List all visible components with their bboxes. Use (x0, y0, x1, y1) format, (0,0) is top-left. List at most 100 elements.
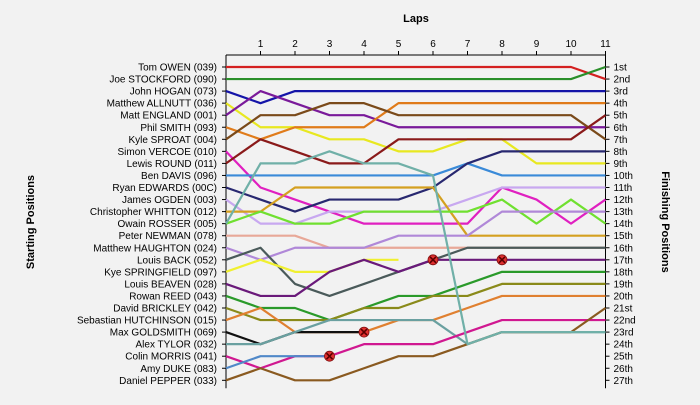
series-line-kyle-sproat-004 (225, 102, 607, 141)
series-line-colin-morris-041 (225, 318, 606, 370)
series-line-matt-england-001 (225, 89, 606, 129)
retirement-marker (496, 254, 508, 266)
finish-label-26: 26th (614, 364, 633, 375)
series-line-joe-stockford-090 (226, 65, 606, 81)
finish-label-24: 24th (614, 340, 633, 351)
lap-label-11: 11 (600, 39, 611, 50)
start-label-max-goldsmith-069: Max GOLDSMITH (069) (110, 328, 217, 339)
finish-label-16: 16th (614, 243, 633, 254)
start-label-christopher-whitton-012: Christopher WHITTON (012) (90, 207, 217, 218)
start-label-owain-rosser-005: Owain ROSSER (005) (118, 219, 217, 230)
start-label-alex-tylor-032: Alex TYLOR (032) (135, 340, 217, 351)
finish-label-25: 25th (614, 352, 633, 363)
series-line-christopher-whitton-012 (226, 186, 606, 237)
start-label-sebastian-hutchinson-015: Sebastian HUTCHINSON (015) (77, 316, 217, 327)
finish-label-5: 5th (614, 111, 628, 122)
start-label-louis-back-052: Louis BACK (052) (137, 255, 217, 266)
start-label-matt-england-001: Matt ENGLAND (001) (120, 111, 217, 122)
finish-label-11: 11th (614, 183, 633, 194)
start-label-kye-springfield-097: Kye SPRINGFIELD (097) (104, 267, 217, 278)
finish-label-15: 15th (614, 231, 633, 242)
finish-label-10: 10th (614, 171, 633, 182)
start-label-james-ogden-003: James OGDEN (003) (122, 195, 217, 206)
finish-label-21: 21st (614, 304, 633, 315)
lap-label-4: 4 (361, 39, 367, 50)
finish-label-23: 23rd (614, 328, 634, 339)
series-line-unlabelled-27 (225, 150, 606, 346)
starting-position-labels: Tom OWEN (039)Joe STOCKFORD (090)John HO… (77, 63, 217, 387)
finish-label-19: 19th (614, 279, 633, 290)
series-line-lewis-round-011 (225, 114, 607, 165)
series-lines (225, 65, 607, 382)
series-line-matthew-allnutt-036 (225, 102, 606, 165)
finish-label-14: 14th (614, 219, 633, 230)
start-label-daniel-pepper-033: Daniel PEPPER (033) (119, 376, 217, 387)
retirement-marker-cross (325, 352, 334, 360)
series-line-ryan-edwards-00c (225, 150, 606, 213)
start-label-joe-stockford-090: Joe STOCKFORD (090) (109, 75, 217, 86)
series-line-john-hogan-073 (225, 89, 606, 105)
series-line-simon-vercoe-010 (225, 150, 607, 225)
start-label-kyle-sproat-004: Kyle SPROAT (004) (128, 135, 217, 146)
retirement-markers (324, 254, 508, 362)
finish-label-9: 9th (614, 159, 628, 170)
lap-tick-labels: 1 2 3 4 5 6 7 8 9 10 11 (258, 39, 611, 50)
series-line-david-brickley-042 (225, 282, 606, 322)
series-line-louis-beaven-028 (225, 258, 606, 298)
series-line-kye-springfield-097 (225, 258, 399, 273)
finish-label-4: 4th (614, 99, 628, 110)
lap-label-1: 1 (258, 39, 264, 50)
series-line-amy-duke-083 (225, 355, 330, 370)
retirement-marker (358, 326, 370, 338)
retirement-marker (324, 350, 335, 362)
finish-label-27: 27th (614, 376, 633, 387)
chart-title: Laps (403, 13, 429, 25)
lap-label-8: 8 (499, 39, 505, 50)
start-label-peter-newman-078: Peter NEWMAN (078) (119, 231, 217, 242)
start-label-matthew-haughton-024: Matthew HAUGHTON (024) (93, 243, 217, 254)
finish-label-17: 17th (614, 255, 633, 266)
lap-label-2: 2 (292, 39, 298, 50)
finish-label-3: 3rd (614, 87, 628, 98)
finish-label-6: 6th (614, 123, 628, 134)
start-label-ben-davis-096: Ben DAVIS (096) (141, 171, 217, 182)
series-line-matthew-haughton-024 (225, 210, 606, 261)
finish-label-20: 20th (614, 291, 633, 302)
start-label-amy-duke-083: Amy DUKE (083) (140, 364, 217, 375)
start-label-matthew-allnutt-036: Matthew ALLNUTT (036) (107, 99, 217, 110)
series-line-tom-owen-039 (226, 65, 606, 81)
start-label-colin-morris-041: Colin MORRIS (041) (125, 352, 217, 363)
lap-label-5: 5 (396, 39, 402, 50)
start-label-david-brickley-042: David BRICKLEY (042) (113, 304, 217, 315)
lap-label-3: 3 (327, 39, 333, 50)
finish-label-8: 8th (614, 147, 628, 158)
retirement-marker-cross (360, 328, 368, 336)
lap-label-10: 10 (565, 39, 577, 50)
left-axis-title: Starting Positions (25, 175, 37, 269)
retirement-marker (427, 254, 439, 266)
finish-label-1: 1st (614, 63, 628, 74)
start-label-john-hogan-073: John HOGAN (073) (130, 87, 217, 98)
start-label-lewis-round-011: Lewis ROUND (011) (127, 159, 217, 170)
series-line-ben-davis-096 (226, 162, 606, 177)
finish-label-13: 13th (614, 207, 633, 218)
finish-label-22: 22nd (614, 316, 636, 327)
retirement-marker-cross (498, 256, 506, 264)
start-label-rowan-reed-043: Rowan REED (043) (129, 291, 217, 302)
finish-label-12: 12th (614, 195, 633, 206)
retirement-marker-cross (429, 256, 437, 264)
finish-label-7: 7th (614, 135, 628, 146)
start-label-simon-vercoe-010: Simon VERCOE (010) (118, 147, 217, 158)
finish-label-2: 2nd (614, 75, 631, 86)
finishing-position-labels: 1st2nd3rd4th5th6th7th8th9th10th11th12th1… (614, 63, 636, 387)
start-label-phil-smith-093: Phil SMITH (093) (140, 123, 217, 134)
series-line-phil-smith-093 (225, 102, 606, 141)
start-label-ryan-edwards-00c: Ryan EDWARDS (00C) (112, 183, 217, 194)
start-label-tom-owen-039: Tom OWEN (039) (138, 63, 217, 74)
lap-label-7: 7 (465, 39, 471, 50)
lap-label-9: 9 (534, 39, 540, 50)
finish-label-18: 18th (614, 267, 633, 278)
start-label-louis-beaven-028: Louis BEAVEN (028) (124, 279, 217, 290)
